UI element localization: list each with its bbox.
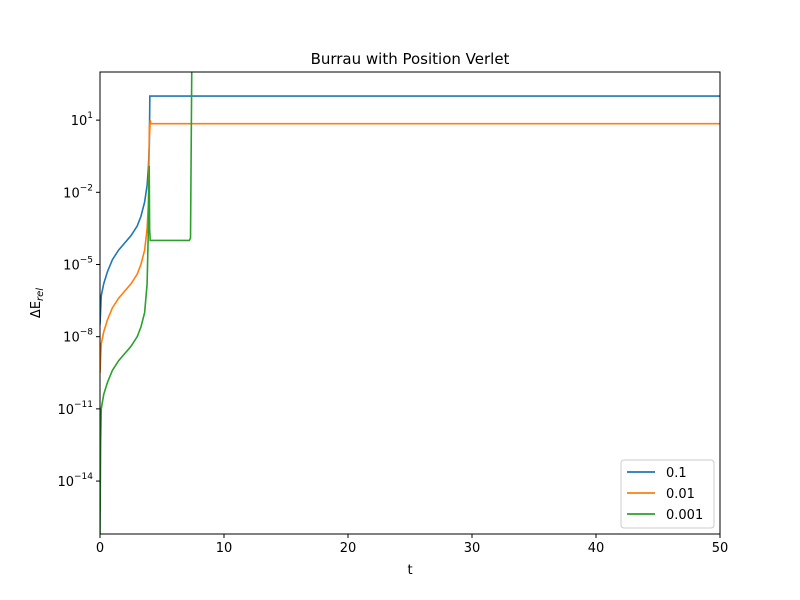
x-axis-label: t <box>407 563 412 578</box>
legend-box <box>620 459 715 529</box>
y-tick-label: 101 <box>71 111 93 129</box>
x-tick-label: 10 <box>216 541 233 556</box>
y-tick-label: 10−8 <box>63 328 93 346</box>
y-axis-label-base: ΔE <box>29 301 44 318</box>
x-tick-label: 40 <box>588 541 605 556</box>
series-layer <box>100 72 720 534</box>
legend-label-2: 0.001 <box>666 508 703 523</box>
series-line-0 <box>100 95 720 325</box>
legend-label-1: 0.01 <box>666 487 695 502</box>
x-tick-label: 30 <box>464 541 481 556</box>
legend-label-0: 0.1 <box>666 466 687 481</box>
series-line-2 <box>100 72 193 534</box>
chart-title: Burrau with Position Verlet <box>311 50 510 68</box>
x-tick-label: 50 <box>712 541 729 556</box>
legend: 0.1 0.01 0.001 <box>620 459 715 529</box>
y-tick-label: 10−14 <box>57 472 93 490</box>
x-tick-label: 20 <box>340 541 357 556</box>
plot-frame <box>99 71 721 535</box>
y-axis-ticks: 101 10−2 10−5 10−8 10−11 10−14 <box>57 111 100 490</box>
y-tick-label: 10−5 <box>63 256 93 274</box>
x-axis-ticks: 0 10 20 30 40 50 <box>96 534 728 556</box>
y-tick-label: 10−2 <box>63 183 93 201</box>
series-line-1 <box>100 119 720 373</box>
y-axis-label: ΔErel <box>29 288 46 318</box>
y-axis-label-subscript: rel <box>35 288 46 301</box>
x-tick-label: 0 <box>96 541 104 556</box>
y-tick-label: 10−11 <box>57 400 93 418</box>
